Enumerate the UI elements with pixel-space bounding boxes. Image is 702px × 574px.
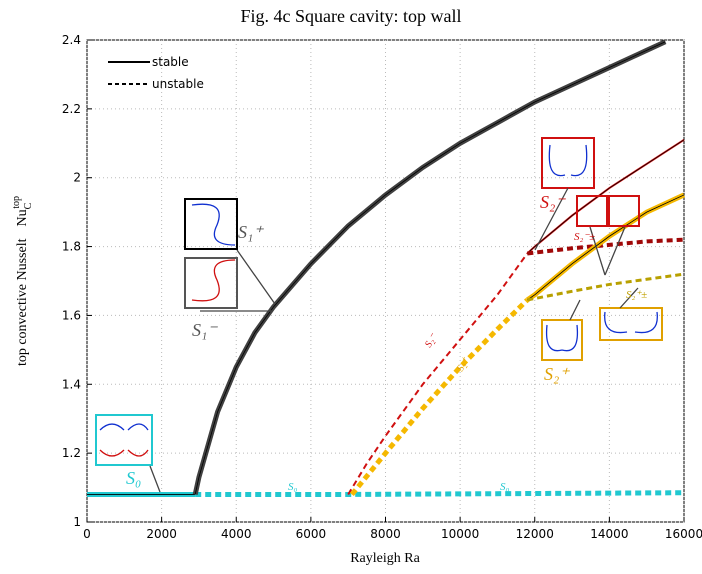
annotation: S₀ [288, 481, 298, 493]
flow-icons [95, 137, 663, 493]
x-tick-label: 16000 [665, 527, 702, 541]
arrow [149, 187, 639, 493]
annotation: S₀ [126, 468, 141, 488]
y-tick-label: 1.4 [62, 377, 81, 391]
series-line [527, 237, 685, 256]
annotation: S₀ [500, 481, 510, 493]
y-tick-label: 1.2 [62, 446, 81, 460]
y-label-sup: top [11, 196, 22, 209]
annotation: S₂⁺± [626, 289, 647, 301]
series-line [347, 252, 529, 495]
icon-box [184, 257, 238, 309]
series-line [349, 298, 530, 497]
x-axis-label: Rayleigh Ra [350, 551, 420, 566]
icon-flow [99, 423, 149, 431]
series-line [195, 490, 685, 497]
annotation: S₂⁺ [544, 364, 570, 384]
y-tick-label: 1.6 [62, 308, 81, 322]
legend-label: unstable [152, 77, 204, 91]
series-core [194, 41, 666, 495]
icon-box [599, 307, 663, 341]
y-tick-label: 2.2 [62, 102, 81, 116]
x-tick-label: 2000 [146, 527, 177, 541]
icon-box [608, 195, 640, 227]
icon-flow [191, 259, 236, 302]
y-tick-label: 1 [73, 515, 81, 529]
y-tick-label: 2 [73, 171, 81, 185]
icon-flow [545, 324, 579, 352]
legend-label: stable [152, 55, 189, 69]
series-line [527, 272, 685, 302]
icon-flow [191, 203, 236, 246]
series-core [527, 194, 685, 301]
series-line [192, 39, 667, 495]
chart-title: Fig. 4c Square cavity: top wall [241, 6, 462, 26]
y-tick-label: 1.8 [62, 240, 81, 254]
y-label-symbol: Nu [15, 209, 30, 226]
icon-box [95, 414, 153, 466]
y-axis-label: top convective Nusselt NuCtop [11, 196, 34, 366]
icon-flow [99, 449, 149, 457]
icon-flow [548, 144, 588, 177]
y-label-sub: C [23, 202, 34, 209]
x-tick-label: 4000 [221, 527, 252, 541]
annotation: S₁⁻ [192, 320, 218, 340]
y-tick-label: 2.4 [62, 33, 81, 47]
x-tick-label: 0 [83, 527, 91, 541]
annotation: S₂⁻ [423, 331, 440, 349]
x-tick-label: 8000 [370, 527, 401, 541]
icon-box [541, 319, 583, 361]
x-tick-label: 12000 [516, 527, 554, 541]
x-tick-label: 10000 [441, 527, 479, 541]
y-label-main: top convective Nusselt [15, 238, 30, 366]
icon-box [184, 198, 238, 250]
x-tick-label: 14000 [590, 527, 628, 541]
annotation: S₂⁻± [574, 231, 595, 243]
icon-box [576, 195, 608, 227]
x-tick-label: 6000 [296, 527, 327, 541]
icon-flow [604, 311, 658, 334]
annotation: S₁⁺ [238, 222, 264, 242]
series-core [527, 139, 685, 254]
annotation: S₂⁻ [540, 192, 566, 212]
